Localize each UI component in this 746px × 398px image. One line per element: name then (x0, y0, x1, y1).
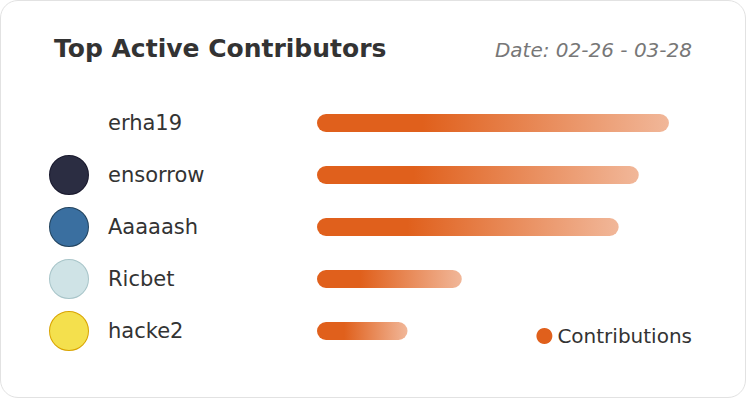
svg-text:Date: 02-26 - 03-28: Date: 02-26 - 03-28 (495, 38, 692, 62)
svg-text:hacke2: hacke2 (108, 319, 183, 343)
svg-text:ensorrow: ensorrow (108, 163, 204, 187)
svg-text:Contributions: Contributions (557, 324, 692, 348)
svg-text:Ricbet: Ricbet (108, 267, 174, 291)
svg-text:Top Active Contributors: Top Active Contributors (54, 34, 386, 63)
svg-text:erha19: erha19 (108, 111, 182, 135)
svg-text:Aaaaash: Aaaaash (108, 215, 198, 239)
